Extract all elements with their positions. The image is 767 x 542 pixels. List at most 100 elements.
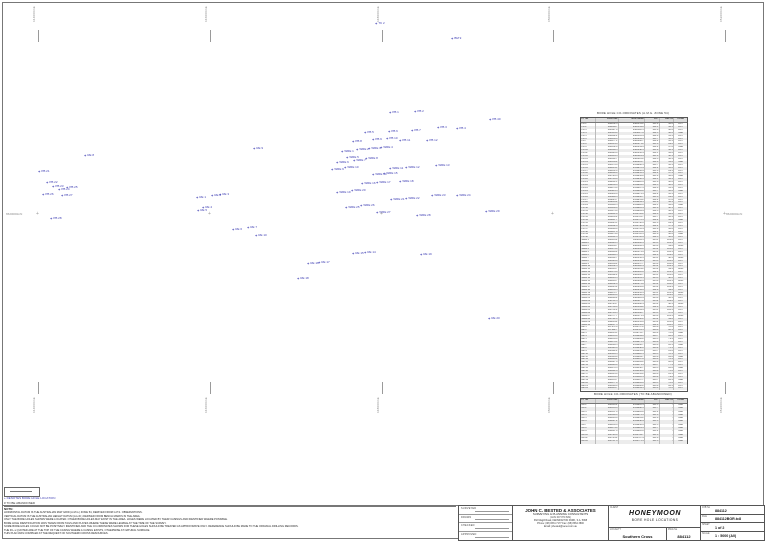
info-row: FILE 884112BOR.tc8 [701, 515, 764, 523]
table-cell: ROT [678, 297, 684, 300]
table-cell: 449212.9 [596, 213, 619, 216]
bore-hole-point: +WRE 14 [372, 163, 387, 181]
table-header-cell: NORTHING [619, 399, 646, 403]
table-cell: 6520337.7 [619, 262, 646, 266]
table-cell: 6520328.4 [619, 265, 646, 269]
table-row: WRE 19 448671.7 6520245.3 103.1 105.5 MUD [581, 291, 687, 295]
info-label: SHEET [702, 524, 710, 526]
table-cell: 448539.2 [596, 262, 619, 266]
grid-easting-label: 444000mE [32, 397, 36, 414]
bore-hole-marker-icon: + [405, 196, 408, 201]
table-cell: 95.5 [660, 192, 675, 196]
table-row: PB 31 449175.4 6519804.9 102.3 96.5 ROT [581, 210, 687, 214]
table-cell: 6519848.9 [619, 420, 646, 424]
bore-hole-point: +PB 8 [352, 130, 362, 148]
table-cell: 6520226.9 [619, 297, 646, 301]
table-cell: RE 5 [581, 338, 596, 341]
table-cell: MUD [678, 256, 684, 259]
table-cell: 448499.5 [596, 253, 619, 257]
table-cell: 100.5 [660, 250, 675, 254]
table-cell: 448744.2 [596, 436, 619, 441]
table-cell: 6520013.2 [619, 157, 646, 161]
table-cell: 448557.0 [596, 410, 619, 414]
table-cell: 448099.5 [596, 343, 619, 347]
table-row: AB 2 448533.6 6519898.1 101.7- ABD [581, 407, 687, 411]
table-row: WRE 14 448605.5 6520291.5 103.3 98.0 ROT [581, 277, 687, 280]
table-cell: PB 28 [581, 201, 596, 205]
table-cell: 102.0 [645, 186, 660, 190]
locality-label: LOCALITY [610, 529, 622, 531]
table-cell: - [660, 440, 675, 444]
table-cell: ROT [678, 195, 684, 198]
table-cell: AB 10 [581, 433, 596, 437]
table-cell: 6519873.5 [619, 413, 646, 418]
table-cell: ROT [678, 288, 684, 291]
bore-hole-marker-icon: + [58, 187, 61, 192]
table-cell: 98.5 [660, 256, 675, 260]
drawing-title: BORE HOLE LOCATIONS [631, 518, 679, 522]
bore-hole-label: PB 2 [417, 109, 424, 113]
table-cell: 6520356.1 [619, 256, 646, 260]
table-row: PB 21 448801.1 6519920.6 101.8 90.0 ROT [581, 181, 687, 185]
table-cell: 76.0 [660, 332, 675, 336]
bore-hole-label: WRE 12 [408, 165, 420, 169]
table-cell: ROT [678, 239, 684, 242]
bore-hole-label: WRE 16 [364, 181, 376, 185]
table-cell: 448352.0 [596, 146, 619, 150]
bore-hole-label: BM 9 [454, 36, 462, 40]
bore-hole-label: WRE 29 [488, 209, 500, 213]
table-cell: 6519955.3 [619, 172, 646, 176]
table-cell: 103.5 [660, 242, 675, 246]
table-cell: PB 24 [581, 189, 596, 193]
table-cell: AB 3 [581, 410, 596, 414]
bore-hole-marker-icon: + [399, 138, 402, 143]
table-cell: 6520162.2 [619, 317, 646, 321]
table-cell: 102.0 [645, 213, 660, 216]
table-row: PB 1 448052.3 6520151.2 101.9 92.0 ROT [581, 123, 687, 126]
table-cell: ROT [678, 370, 684, 373]
table-cell: ABD [678, 433, 684, 436]
bore-hole-point: +RE 17 [318, 251, 330, 269]
table-cell: ROT [678, 181, 684, 184]
bore-hole-point: +WRE 25 [345, 196, 360, 214]
table-cell: ROT [678, 213, 684, 216]
signature-line [475, 537, 509, 538]
bore-hole-label: WRE 27 [379, 210, 391, 214]
table-header-row: PT No EASTING NORTHING R.L. DEPTH CODE [581, 118, 687, 123]
table-cell: WRE 7 [581, 256, 596, 260]
bore-hole-point: +PB 2 [414, 100, 424, 118]
table-cell: WRE 10 [581, 265, 596, 269]
table-header-cell: CODE [677, 118, 685, 120]
bore-hole-point: +PB 27 [61, 184, 73, 202]
table-cell: 100.9 [645, 332, 660, 336]
table-cell: 6519520.5 [619, 375, 646, 379]
table-row: RE 14 448248.9 6519571.5 100.7 77.5 ROT [581, 364, 687, 368]
table-cell: 103.5 [660, 314, 675, 318]
table-cell: 90.0 [660, 233, 675, 237]
table-cell: 91.5 [660, 186, 675, 190]
bore-hole-point: +RE 10 [255, 224, 267, 242]
table-cell: 448592.2 [596, 274, 619, 278]
table-cell: 6520282.3 [619, 279, 646, 283]
table-cell: MUD [678, 303, 684, 306]
table-cell: 96.0 [660, 236, 675, 240]
table-cell: 448459.7 [596, 245, 619, 248]
table-cell: ROT [678, 361, 684, 364]
table-cell: 103.4 [645, 303, 660, 307]
table-row: AB 8 448674.0 6519824.3 101.7- ABD [581, 427, 687, 431]
table-row: RE 19 448355.7 6519507.7 100.7 84.5 ABD [581, 378, 687, 382]
bore-hole-point: +WRE 11 [389, 157, 403, 175]
table-cell: 6519558.7 [619, 367, 646, 371]
table-cell: 6520071.2 [619, 143, 646, 147]
table-cell: 448142.2 [596, 349, 619, 353]
table-cell: 101.8 [645, 207, 660, 211]
bore-hole-marker-icon: + [399, 179, 402, 184]
table-cell: PB 23 [581, 186, 596, 190]
table-cell: 448645.2 [596, 285, 619, 289]
table-cell: RE 22 [581, 387, 596, 391]
notes-block: NOTE: HORIZONTAL DATUM IS THE AUSTRALIAN… [4, 506, 456, 541]
bore-hole-point: +RE 19 [420, 243, 432, 261]
bore-hole-label: WRE 21 [393, 197, 405, 201]
grid-easting-label: 450000mE [547, 397, 551, 414]
table-row: RE 15 448270.3 6519558.7 100.5 83.0 ABD [581, 367, 687, 371]
